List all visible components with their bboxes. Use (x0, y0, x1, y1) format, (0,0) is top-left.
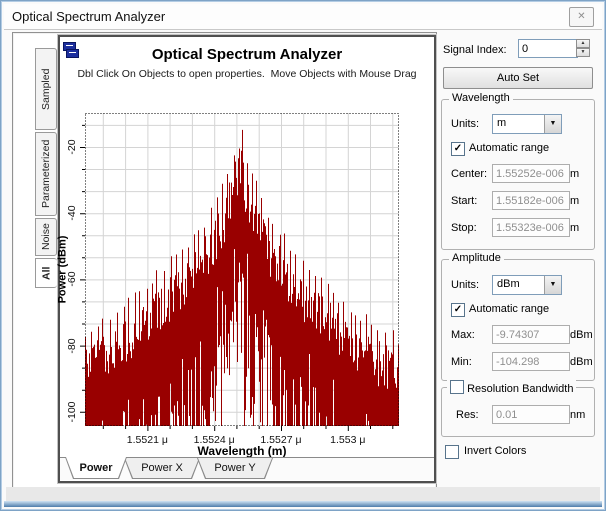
chart-panel: Optical Spectrum Analyzer Dbl Click On O… (56, 35, 436, 483)
amplitude-auto-range-checkbox[interactable]: ✓ (451, 303, 465, 317)
y-axis-title: Power (dBm) (56, 235, 69, 304)
y-tick-label: -80 (66, 337, 78, 354)
window-title: Optical Spectrum Analyzer (12, 9, 166, 24)
tab-sampled-label: Sampled (40, 68, 52, 110)
amplitude-group: Amplitude Units: dBm ▼ ✓ Automatic range… (441, 252, 595, 381)
wavelength-group: Wavelength Units: m ▼ ✓ Automatic range … (441, 92, 595, 250)
y-tick-label: -100 (66, 401, 78, 423)
close-button[interactable]: ✕ (569, 7, 594, 27)
res-label: Res: (456, 409, 479, 421)
tab-noise-label: Noise (40, 223, 52, 251)
auto-set-button[interactable]: Auto Set (443, 67, 593, 89)
invert-colors-checkbox[interactable] (445, 445, 459, 459)
x-axis-title: Wavelength (m) (197, 444, 287, 458)
close-icon: ✕ (577, 11, 586, 22)
stop-input (492, 218, 570, 237)
wavelength-group-title: Wavelength (449, 92, 513, 104)
stop-label: Stop: (451, 222, 477, 234)
start-unit: m (570, 195, 580, 207)
spinner-down-button[interactable]: ▼ (576, 48, 590, 57)
trace-tab-strip: Power Power X Power Y (60, 457, 434, 480)
center-label: Center: (451, 168, 488, 180)
tab-power-x[interactable]: Power X (124, 458, 200, 479)
min-input (492, 352, 570, 371)
invert-colors-label: Invert Colors (464, 445, 527, 457)
tab-power-y-label: Power Y (198, 458, 272, 478)
wavelength-units-select[interactable]: m ▼ (492, 114, 562, 134)
tab-all-label: All (40, 266, 53, 280)
stop-unit: m (570, 222, 580, 234)
tab-sampled[interactable]: Sampled (35, 48, 57, 130)
tab-power-label: Power (66, 457, 126, 478)
signal-index-input[interactable] (518, 39, 578, 58)
amplitude-units-label: Units: (451, 279, 480, 291)
signal-index-label: Signal Index: (443, 44, 507, 56)
chart-subtitle: Dbl Click On Objects to open properties.… (77, 68, 417, 80)
dropdown-arrow-icon: ▼ (544, 115, 561, 133)
wavelength-auto-range-checkbox[interactable]: ✓ (451, 142, 465, 156)
graph-windows-icon[interactable] (63, 42, 79, 59)
resolution-bandwidth-group: Resolution Bandwidth Res: nm (441, 380, 595, 437)
window-bottom-border (4, 501, 602, 507)
min-unit: dBm (570, 356, 593, 368)
tab-power[interactable]: Power (65, 457, 127, 479)
max-input (492, 325, 570, 344)
res-input (492, 405, 570, 424)
chart-title: Optical Spectrum Analyzer (151, 46, 343, 63)
wavelength-auto-range-label: Automatic range (469, 142, 550, 154)
tab-power-y[interactable]: Power Y (197, 458, 273, 479)
min-label: Min: (451, 356, 472, 368)
amplitude-auto-range-label: Automatic range (469, 303, 550, 315)
wavelength-units-label: Units: (451, 118, 480, 130)
spinner-up-button[interactable]: ▲ (576, 39, 590, 48)
title-bar: Optical Spectrum Analyzer ✕ (4, 4, 602, 30)
start-label: Start: (451, 195, 478, 207)
resolution-bandwidth-label: Resolution Bandwidth (467, 383, 574, 395)
res-unit: nm (570, 409, 586, 421)
start-input (492, 191, 570, 210)
arrow-up-icon: ▲ (580, 40, 586, 46)
max-label: Max: (451, 329, 475, 341)
tab-parameterized-label: Parameterized (40, 139, 52, 209)
resolution-bandwidth-checkbox[interactable] (450, 380, 464, 394)
tab-parameterized[interactable]: Parameterized (35, 132, 57, 216)
x-tick-label: 1.5527 μ (260, 434, 302, 446)
x-tick-label: 1.5521 μ (126, 434, 168, 446)
max-unit: dBm (570, 329, 593, 341)
tab-power-x-label: Power X (125, 458, 199, 478)
y-tick-label: -40 (66, 205, 78, 221)
wavelength-units-value: m (497, 117, 507, 129)
arrow-down-icon: ▼ (580, 49, 586, 55)
x-tick-label: 1.553 μ (330, 434, 366, 446)
resolution-bandwidth-legend: Resolution Bandwidth (447, 380, 577, 395)
dialog-bottom-band (6, 487, 600, 501)
amplitude-units-value: dBm (497, 278, 520, 290)
tab-noise[interactable]: Noise (35, 218, 57, 256)
tab-all[interactable]: All (35, 258, 57, 288)
x-tick-label: 1.5524 μ (193, 434, 235, 446)
signal-index-spinner: ▲ ▼ (576, 39, 590, 57)
amplitude-units-select[interactable]: dBm ▼ (492, 275, 562, 295)
dropdown-arrow-icon: ▼ (544, 276, 561, 294)
amplitude-group-title: Amplitude (449, 252, 504, 264)
y-tick-label: -20 (66, 139, 78, 155)
spectrum-plot[interactable] (77, 113, 399, 434)
center-input (492, 164, 570, 183)
visualizer-panel: Sampled Parameterized Noise All Optical … (12, 32, 437, 501)
center-unit: m (570, 168, 580, 180)
